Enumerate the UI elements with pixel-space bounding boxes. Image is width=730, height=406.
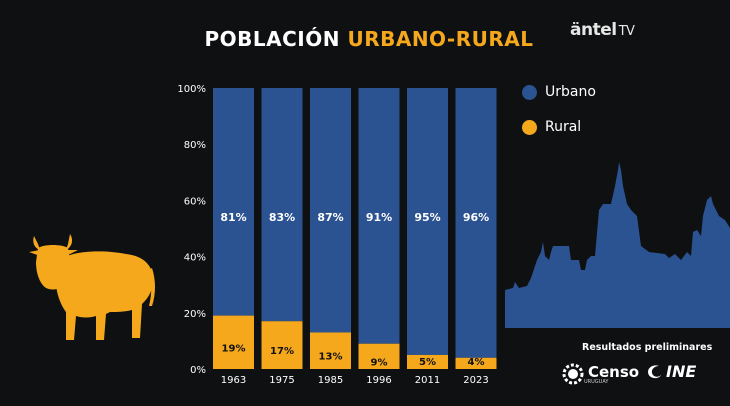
bar-rural-1963 — [213, 315, 254, 369]
antel-logo-suffix: TV — [618, 24, 635, 39]
bar-urbano-1985 — [310, 88, 351, 333]
title-part-2: URBANO-RURAL — [347, 27, 534, 51]
data-label-rural-1975: 17% — [270, 346, 294, 357]
bar-urbano-1996 — [358, 88, 400, 344]
y-tick-label-2: 40% — [184, 253, 206, 264]
bar-rural-1975 — [261, 321, 303, 369]
legend-label-rural: Rural — [545, 119, 582, 135]
antel-tv-logo: äntel TV — [570, 20, 635, 40]
legend-item-urbano: Urbano — [522, 84, 596, 100]
ine-logo: INE — [646, 362, 696, 381]
bar-rural-2011 — [407, 354, 448, 369]
censo-logo: Censo URUGUAY — [562, 362, 639, 385]
data-label-urbano-2011: 95% — [414, 211, 440, 224]
bar-urbano-1975 — [261, 88, 303, 322]
x-tick-label-1996: 1996 — [366, 375, 391, 386]
x-tick-label-1963: 1963 — [221, 375, 246, 386]
city-skyline — [505, 162, 730, 328]
censo-logo-text: Censo — [588, 363, 640, 381]
results-caption: Resultados preliminares — [582, 342, 713, 353]
legend-item-rural: Rural — [522, 119, 581, 135]
data-label-rural-1996: 9% — [371, 357, 388, 368]
bars: 81% 19% 83% 17% 87% 13% 91% 9% 95% 5% 96% 4% — [213, 88, 497, 369]
bar-rural-1996 — [358, 343, 400, 369]
x-tick-label-1985: 1985 — [318, 375, 343, 386]
y-tick-label-0: 0% — [190, 365, 206, 376]
bar-urbano-1963 — [213, 88, 254, 316]
data-label-urbano-1985: 87% — [317, 211, 343, 224]
legend-label-urbano: Urbano — [545, 84, 596, 100]
data-label-urbano-2023: 96% — [463, 211, 489, 224]
bar-rural-2023 — [455, 357, 497, 369]
cow-icon — [29, 234, 155, 340]
legend-swatch-urbano — [522, 84, 537, 100]
chart-title: POBLACIÓN URBANO-RURAL — [0, 27, 730, 51]
bar-urbano-2011 — [407, 88, 448, 355]
x-axis: 1963 1975 1985 1996 2011 2023 — [221, 375, 489, 386]
data-label-urbano-1996: 91% — [366, 211, 392, 224]
title-part-1: POBLACIÓN — [204, 27, 340, 51]
x-tick-label-1975: 1975 — [269, 375, 294, 386]
bar-rural-1985 — [310, 332, 351, 369]
x-tick-label-2011: 2011 — [415, 375, 440, 386]
x-tick-label-2023: 2023 — [463, 375, 488, 386]
ine-logo-text: INE — [666, 362, 697, 381]
y-axis: 0% 20% 40% 60% 80% 100% — [177, 84, 206, 376]
y-tick-label-5: 100% — [177, 84, 206, 95]
censo-logo-sub: URUGUAY — [584, 379, 609, 385]
ine-swirl-icon — [648, 364, 661, 378]
gear-icon — [562, 363, 584, 384]
data-label-urbano-1975: 83% — [269, 211, 295, 224]
y-tick-label-1: 20% — [184, 309, 206, 320]
y-tick-label-3: 60% — [184, 196, 206, 207]
data-label-rural-2011: 5% — [419, 357, 436, 368]
data-label-rural-1963: 19% — [222, 343, 246, 354]
bar-urbano-2023 — [455, 88, 497, 358]
legend-swatch-rural — [522, 119, 537, 135]
data-label-rural-2023: 4% — [468, 357, 485, 368]
data-label-urbano-1963: 81% — [220, 211, 246, 224]
y-tick-label-4: 80% — [184, 140, 206, 151]
antel-logo-text: äntel — [570, 20, 617, 40]
data-label-rural-1985: 13% — [319, 352, 343, 363]
